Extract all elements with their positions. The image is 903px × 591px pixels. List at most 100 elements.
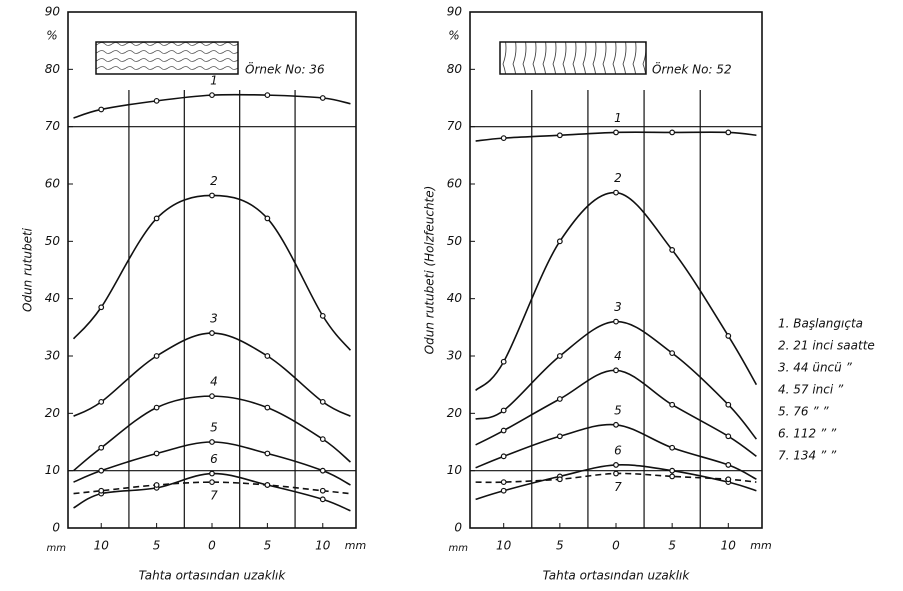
y-tick-label: 50: [447, 234, 463, 248]
point: [319, 312, 326, 319]
x-tick-label: 10: [94, 539, 110, 553]
point: [98, 467, 105, 474]
point: [209, 393, 215, 400]
curve-label: 3: [614, 300, 622, 314]
point: [500, 487, 507, 494]
x-tick-label: 0: [208, 539, 216, 553]
y-tick-label: 0: [454, 521, 462, 535]
curve-label: 1: [614, 111, 622, 125]
point: [669, 467, 676, 474]
point: [264, 215, 271, 222]
curve-label: 4: [210, 375, 218, 389]
y-tick-label: 10: [447, 463, 463, 477]
x-tick-label: 10: [496, 539, 512, 553]
point: [98, 304, 105, 311]
y-axis-title: Odun rutubeti (Holzfeuchte): [423, 186, 437, 355]
point: [209, 479, 215, 486]
curve: [73, 93, 351, 119]
y-tick-label: 70: [45, 119, 61, 133]
point: [319, 398, 326, 405]
point: [613, 421, 619, 428]
curve: [475, 320, 758, 440]
point: [153, 215, 160, 222]
point: [209, 192, 215, 199]
x-tick-label: 10: [315, 539, 331, 553]
curve-label: 7: [210, 489, 218, 503]
curve-label: 3: [210, 312, 218, 326]
point: [669, 473, 676, 480]
point: [319, 487, 326, 494]
curve-label: 5: [210, 421, 218, 435]
curve-label: 2: [614, 171, 622, 185]
legend-note: 3. 44 üncü ”: [778, 361, 853, 375]
x-axis-title: Tahta ortasından uzaklık: [543, 569, 691, 583]
x-tick-label: 5: [556, 539, 564, 553]
curve-label: 7: [614, 480, 622, 494]
x-unit: mm: [47, 543, 67, 554]
point: [669, 247, 676, 253]
legend-note: 7. 134 ” ”: [778, 449, 837, 463]
point: [725, 462, 732, 468]
point: [669, 129, 676, 136]
y-tick-label: 90: [447, 5, 463, 19]
point: [264, 92, 271, 99]
y-unit: %: [448, 29, 459, 43]
point: [153, 353, 160, 359]
legend-note: 1. Başlangıçta: [778, 317, 863, 331]
x-unit: mm: [449, 543, 469, 554]
point: [725, 129, 732, 136]
legend-note: 6. 112 ” ”: [778, 427, 837, 441]
point: [556, 396, 563, 402]
curve-label: 4: [614, 349, 622, 363]
curve-label: 5: [614, 403, 622, 417]
point: [613, 470, 619, 477]
point: [725, 433, 732, 440]
point: [209, 439, 215, 445]
legend-note: 4. 57 inci ”: [778, 383, 844, 397]
y-tick-label: 70: [447, 119, 463, 133]
point: [264, 404, 271, 411]
point: [98, 398, 105, 405]
y-tick-label: 0: [52, 521, 60, 535]
y-tick-label: 20: [45, 406, 61, 420]
point: [153, 404, 160, 411]
sample-icon: [95, 41, 239, 75]
point: [556, 132, 563, 139]
point: [209, 92, 215, 99]
y-unit: %: [46, 29, 57, 43]
x-unit: mm: [345, 539, 366, 552]
point: [613, 367, 619, 374]
point: [613, 318, 619, 325]
point: [613, 129, 619, 136]
point: [669, 444, 676, 451]
sample-icon: [499, 41, 647, 75]
point: [153, 482, 160, 488]
point: [98, 106, 105, 113]
y-tick-label: 50: [45, 234, 61, 248]
y-tick-label: 40: [447, 291, 463, 305]
point: [725, 333, 732, 339]
x-tick-label: 5: [668, 539, 676, 553]
point: [556, 238, 563, 245]
legend-note: 5. 76 ” ”: [778, 405, 829, 419]
curve-label: 2: [210, 174, 218, 188]
point: [209, 330, 215, 336]
x-tick-label: 0: [612, 539, 620, 553]
point: [613, 189, 619, 196]
legend-note: 2. 21 inci saatte: [778, 339, 875, 353]
x-tick-label: 5: [153, 539, 161, 553]
point: [556, 353, 563, 359]
point: [500, 427, 507, 434]
sample-label: Örnek No: 36: [245, 61, 325, 77]
point: [319, 467, 326, 474]
point: [319, 496, 326, 503]
y-tick-label: 60: [447, 177, 463, 191]
y-tick-label: 30: [447, 349, 463, 363]
point: [500, 358, 507, 365]
curve-label: 1: [210, 74, 218, 88]
x-tick-label: 5: [264, 539, 272, 553]
y-tick-label: 10: [45, 463, 61, 477]
y-tick-label: 60: [45, 177, 61, 191]
curve-label: 6: [210, 452, 218, 466]
